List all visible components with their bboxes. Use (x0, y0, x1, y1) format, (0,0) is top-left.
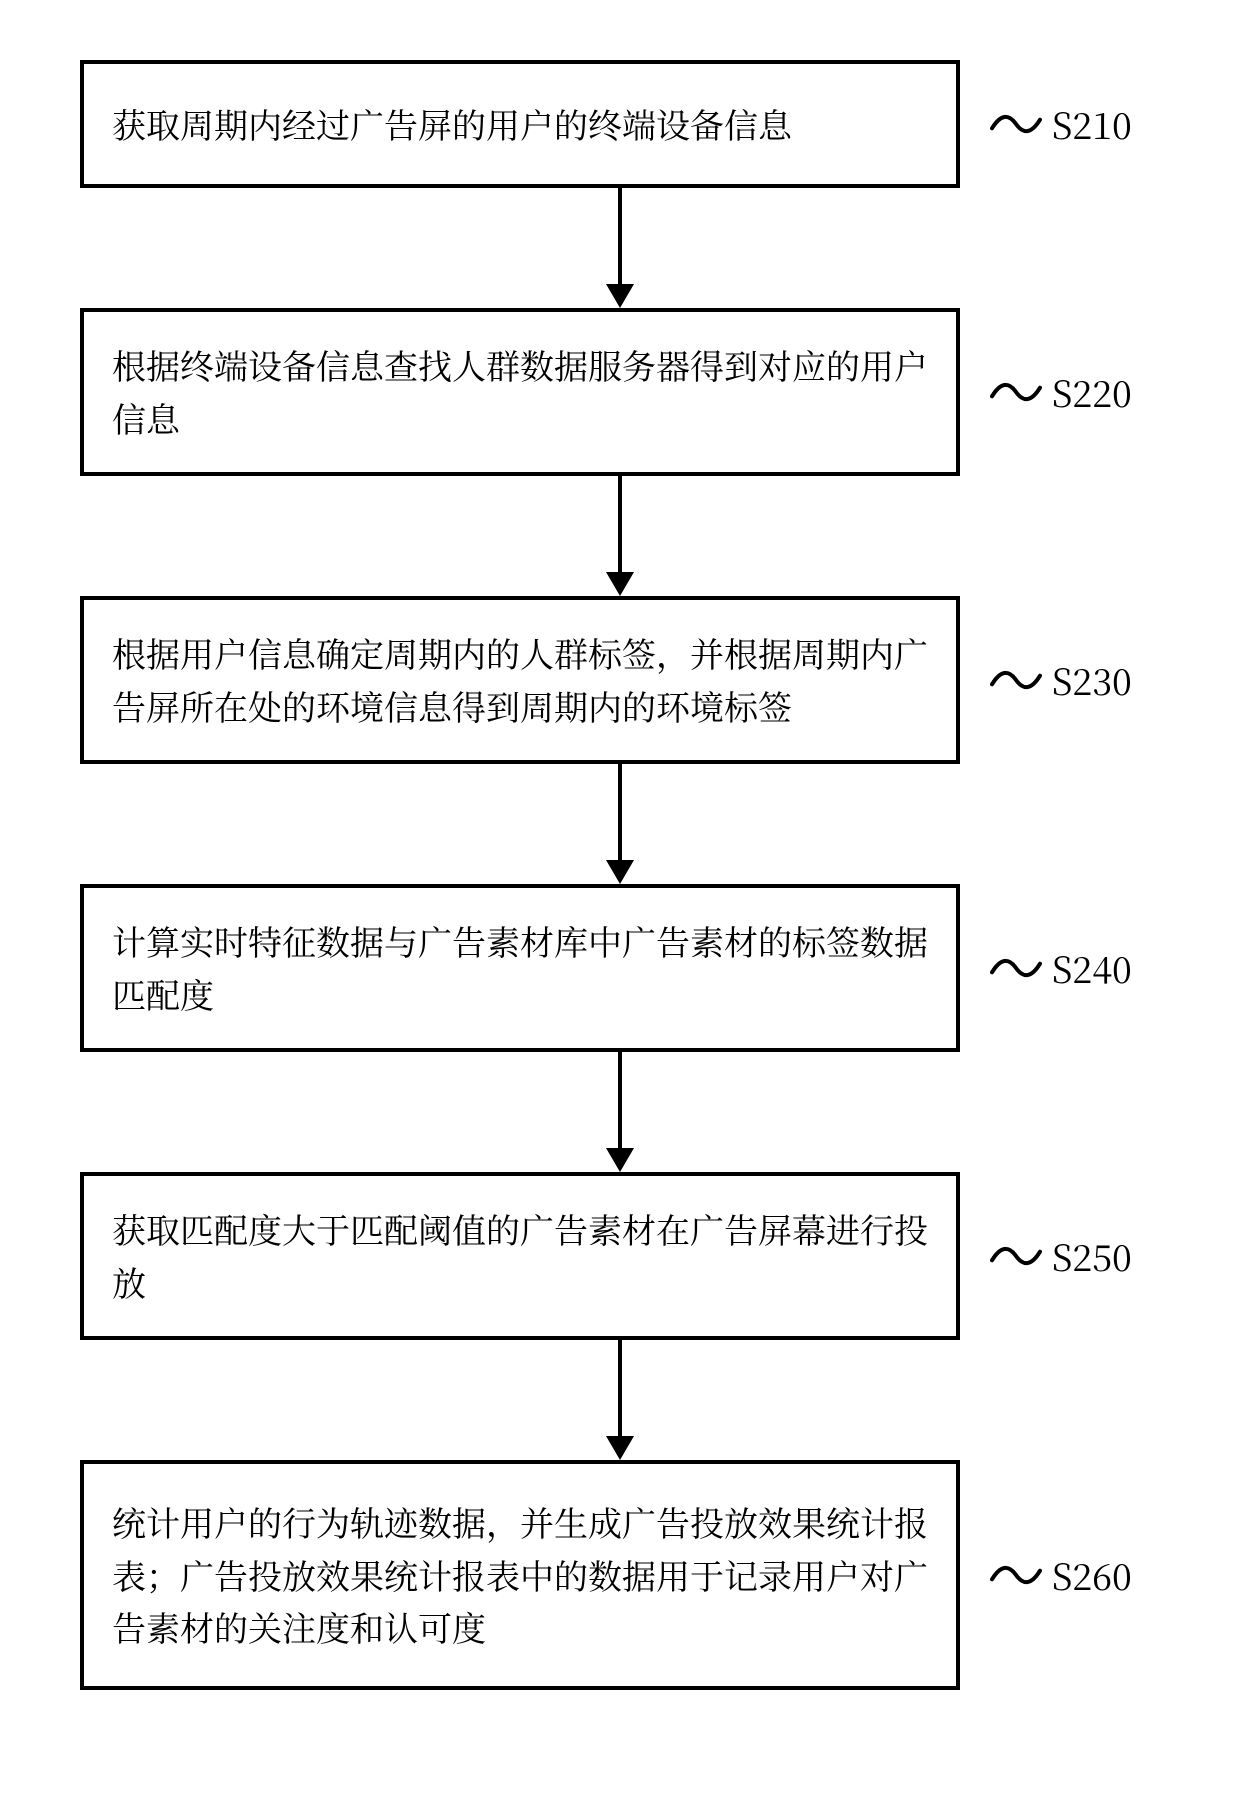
flow-step: 根据用户信息确定周期内的人群标签，并根据周期内广告屏所在处的环境信息得到周期内的… (80, 596, 1160, 764)
flow-step-box: 获取匹配度大于匹配阈值的广告素材在广告屏幕进行投放 (80, 1172, 960, 1340)
flow-step: 计算实时特征数据与广告素材库中广告素材的标签数据匹配度 S240 (80, 884, 1160, 1052)
flow-arrow (80, 764, 1160, 884)
flow-step-label: S240 (1052, 943, 1132, 994)
flow-arrow (80, 188, 1160, 308)
flow-arrow (80, 1052, 1160, 1172)
flow-step-label-wrap: S220 (990, 367, 1132, 418)
flow-step-label: S260 (1052, 1550, 1132, 1601)
flow-step-label-wrap: S250 (990, 1231, 1132, 1282)
flow-step-text: 获取匹配度大于匹配阈值的广告素材在广告屏幕进行投放 (112, 1203, 928, 1308)
flow-step-box: 根据终端设备信息查找人群数据服务器得到对应的用户信息 (80, 308, 960, 476)
connector-tilde-icon (990, 950, 1042, 986)
flow-step-text: 根据用户信息确定周期内的人群标签，并根据周期内广告屏所在处的环境信息得到周期内的… (112, 627, 928, 732)
flow-step-label: S210 (1052, 99, 1132, 150)
flow-step-text: 获取周期内经过广告屏的用户的终端设备信息 (112, 98, 928, 151)
flow-arrow (80, 1340, 1160, 1460)
flow-step-box: 计算实时特征数据与广告素材库中广告素材的标签数据匹配度 (80, 884, 960, 1052)
flow-step-label-wrap: S240 (990, 943, 1132, 994)
flow-step-label: S250 (1052, 1231, 1132, 1282)
connector-tilde-icon (990, 1557, 1042, 1593)
connector-tilde-icon (990, 662, 1042, 698)
flow-step-label-wrap: S210 (990, 99, 1132, 150)
flow-step-box: 统计用户的行为轨迹数据，并生成广告投放效果统计报表；广告投放效果统计报表中的数据… (80, 1460, 960, 1690)
flow-step-box: 获取周期内经过广告屏的用户的终端设备信息 (80, 60, 960, 188)
flow-step-text: 计算实时特征数据与广告素材库中广告素材的标签数据匹配度 (112, 915, 928, 1020)
flow-step: 获取匹配度大于匹配阈值的广告素材在广告屏幕进行投放 S250 (80, 1172, 1160, 1340)
flow-arrow (80, 476, 1160, 596)
flow-step-label-wrap: S260 (990, 1550, 1132, 1601)
connector-tilde-icon (990, 374, 1042, 410)
flow-step-text: 根据终端设备信息查找人群数据服务器得到对应的用户信息 (112, 339, 928, 444)
flowchart-container: 获取周期内经过广告屏的用户的终端设备信息 S210 根据终端设备信息查找人群数据服务… (80, 60, 1160, 1690)
flow-step-label-wrap: S230 (990, 655, 1132, 706)
flow-step: 统计用户的行为轨迹数据，并生成广告投放效果统计报表；广告投放效果统计报表中的数据… (80, 1460, 1160, 1690)
flow-step: 获取周期内经过广告屏的用户的终端设备信息 S210 (80, 60, 1160, 188)
flow-step-text: 统计用户的行为轨迹数据，并生成广告投放效果统计报表；广告投放效果统计报表中的数据… (112, 1496, 928, 1654)
connector-tilde-icon (990, 1238, 1042, 1274)
flow-step: 根据终端设备信息查找人群数据服务器得到对应的用户信息 S220 (80, 308, 1160, 476)
flow-step-box: 根据用户信息确定周期内的人群标签，并根据周期内广告屏所在处的环境信息得到周期内的… (80, 596, 960, 764)
connector-tilde-icon (990, 106, 1042, 142)
flow-step-label: S220 (1052, 367, 1132, 418)
flow-step-label: S230 (1052, 655, 1132, 706)
